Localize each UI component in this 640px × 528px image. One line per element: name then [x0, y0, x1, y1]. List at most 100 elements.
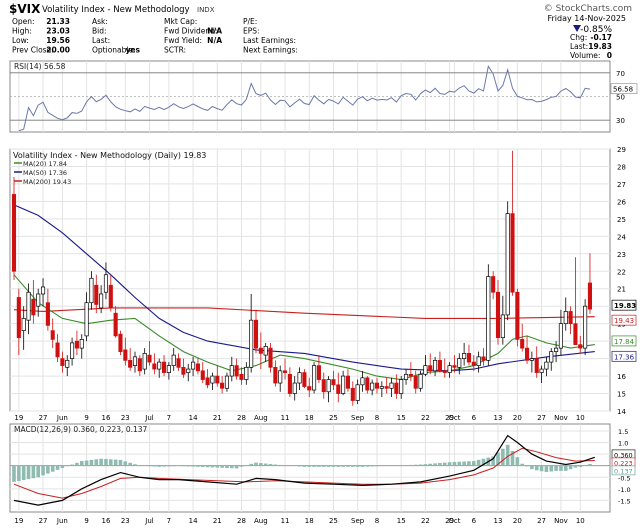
- price-tick-label: 26: [617, 198, 626, 206]
- price-tick-label: 29: [617, 146, 626, 154]
- macd-histogram-bar: [234, 465, 239, 469]
- quote-value: 19.83: [588, 42, 612, 51]
- exchange: INDX: [197, 6, 215, 14]
- macd-histogram-bar: [60, 465, 65, 468]
- date-tick-label: 8: [375, 517, 379, 525]
- macd-histogram-bar: [205, 465, 210, 468]
- macd-histogram-bar: [307, 465, 312, 467]
- candle-body: [263, 346, 268, 356]
- ma50-line: [13, 204, 595, 372]
- date-tick-label: 25: [329, 414, 338, 422]
- quote-value: N/A: [207, 27, 222, 36]
- macd-histogram-bar: [167, 465, 171, 467]
- candle-body: [70, 342, 75, 359]
- candle-body: [466, 353, 472, 363]
- macd-histogram-bar: [375, 465, 379, 467]
- last-value-label: 17.84: [614, 338, 635, 346]
- quote-value: 21.33: [46, 17, 70, 26]
- macd-histogram-bar: [442, 462, 447, 466]
- candle-body: [74, 340, 79, 349]
- macd-histogram-bar: [186, 465, 191, 467]
- candle-body: [142, 353, 147, 370]
- candle-body: [491, 276, 496, 293]
- quote-label: Bid:: [92, 27, 107, 36]
- candle-body: [292, 382, 297, 394]
- quote-label: SCTR:: [164, 46, 186, 55]
- macd-histogram-bar: [225, 465, 229, 468]
- quote-label: Fwd Dividend:: [164, 27, 217, 36]
- date-tick-label: 16: [101, 414, 110, 422]
- candle-body: [500, 314, 505, 338]
- quote-label: Low:: [12, 36, 29, 45]
- macd-histogram-bar: [428, 463, 433, 466]
- date-tick-label: 15: [397, 517, 406, 525]
- macd-histogram-bar: [578, 465, 583, 467]
- date-tick-label: Nov: [554, 517, 568, 525]
- macd-last-label: 0.137: [614, 467, 633, 475]
- candle-body: [568, 311, 573, 325]
- candle-body: [11, 194, 17, 272]
- candle-body: [573, 323, 578, 345]
- macd-signal-line: [13, 447, 595, 499]
- rsi-panel: 30 50 70 56.58 RSI(14) 56.58: [9, 60, 638, 133]
- candle-body: [316, 365, 321, 380]
- macd-histogram-bar: [94, 459, 99, 466]
- macd-histogram-bar: [162, 465, 166, 467]
- macd-histogram-bar: [302, 465, 307, 467]
- quote-label: Prev Close:: [12, 46, 54, 55]
- candle-body: [79, 339, 84, 349]
- macd-histogram-bar: [21, 465, 26, 481]
- date-tick-label: 19: [14, 517, 23, 525]
- candle-body: [166, 365, 171, 373]
- macd-histogram-bar: [41, 465, 45, 476]
- quote-label: Mkt Cap:: [164, 17, 197, 26]
- candle-body: [350, 387, 355, 401]
- rsi-tick-label: 50: [616, 94, 625, 102]
- candle-body: [21, 318, 26, 332]
- macd-histogram-bar: [191, 465, 195, 467]
- candle-body: [118, 333, 123, 352]
- candle-body: [365, 377, 370, 391]
- macd-histogram-bar: [476, 459, 481, 466]
- candle-body: [152, 363, 157, 370]
- watermark: © StockCharts.com: [544, 4, 632, 14]
- candle-body: [336, 384, 341, 394]
- candle-body: [205, 377, 210, 386]
- macd-histogram-bar: [196, 465, 200, 467]
- candle-body: [65, 359, 70, 368]
- date-tick-label: Sep: [351, 414, 365, 422]
- rsi-line: [18, 64, 591, 132]
- last-value-label: 19.43: [614, 317, 634, 325]
- macd-histogram-bar: [249, 463, 253, 466]
- macd-histogram-bar: [133, 464, 137, 466]
- candle-body: [176, 358, 181, 368]
- date-tick-label: 7: [167, 414, 171, 422]
- macd-panel: -1.5-1.0-0.50.00.51.01.5 0.3600.2230.137…: [9, 423, 636, 513]
- date-tick-label: 23: [121, 517, 130, 525]
- date-tick-label: 6: [472, 517, 477, 525]
- macd-last-label: 0.223: [614, 459, 633, 467]
- candle-body: [215, 375, 220, 384]
- quote-label: Fwd Yield:: [164, 36, 202, 45]
- macd-histogram-bar: [544, 465, 549, 473]
- macd-histogram-bar: [423, 464, 428, 466]
- candle-body: [447, 365, 452, 373]
- macd-histogram-bar: [99, 458, 103, 466]
- macd-histogram-bar: [263, 463, 268, 466]
- candle-body: [307, 386, 312, 391]
- candle-body: [94, 284, 99, 305]
- macd-histogram-bar: [404, 465, 408, 466]
- date-tick-label: 28: [237, 517, 246, 525]
- macd-histogram-bar: [36, 465, 40, 478]
- candle-body: [147, 354, 152, 363]
- date-tick-label: 22: [421, 517, 430, 525]
- macd-histogram-bar: [588, 463, 592, 466]
- last-value-label: 19.83: [614, 302, 636, 310]
- macd-histogram-bar: [355, 465, 360, 467]
- macd-histogram-bar: [530, 465, 534, 470]
- date-tick-label: 15: [397, 414, 406, 422]
- macd-line: [13, 434, 595, 506]
- macd-histogram-bar: [26, 465, 31, 480]
- candle-body: [442, 370, 447, 373]
- candle-body: [408, 373, 413, 377]
